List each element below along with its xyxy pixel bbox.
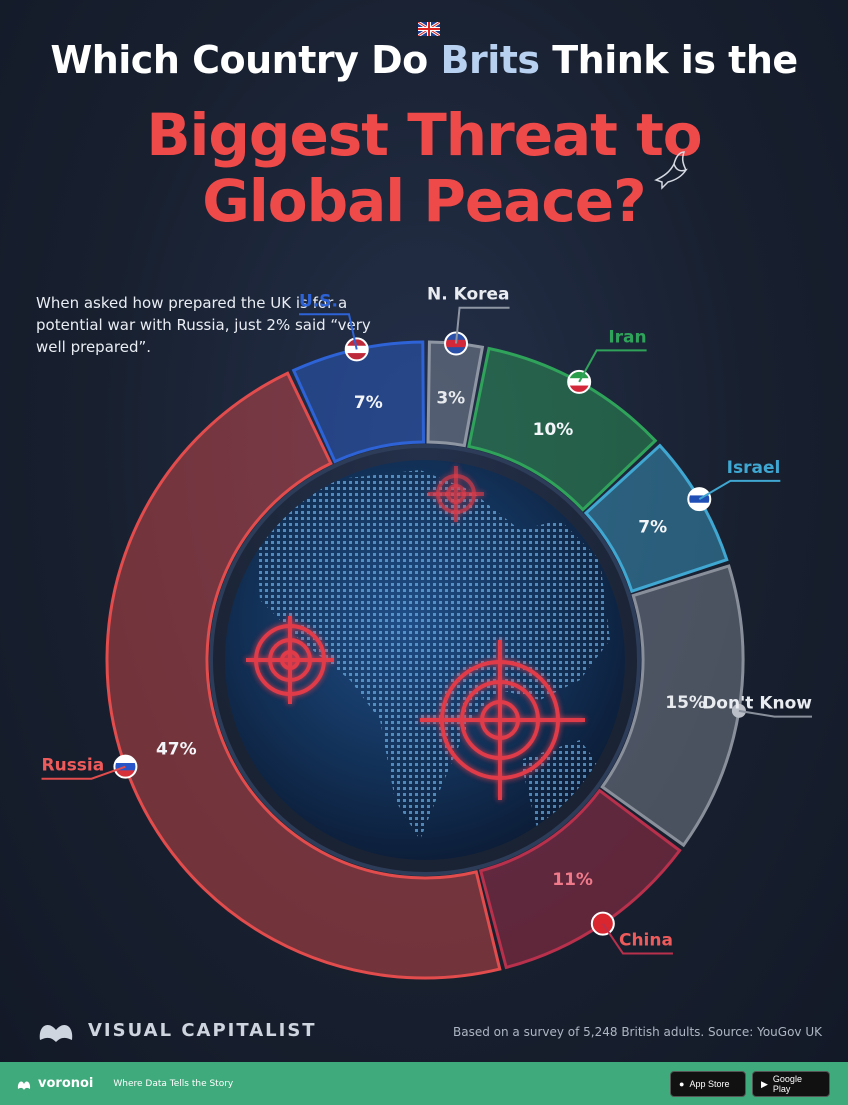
value-label-russia: 47% <box>156 740 197 760</box>
leader-line-u-s <box>298 313 358 350</box>
leader-line-russia <box>41 765 126 780</box>
flag-iran-icon <box>567 369 592 394</box>
leader-line-iran <box>578 349 647 383</box>
play-icon: ▶ <box>761 1078 768 1089</box>
title-line-2: Biggest Threat to <box>146 101 702 169</box>
visual-capitalist-brand: VISUAL CAPITALIST <box>36 1016 317 1044</box>
voronoi-brand[interactable]: voronoi <box>16 1076 93 1091</box>
title-main: Biggest Threat to Global Peace? <box>0 102 848 234</box>
app-store-label: App Store <box>689 1079 730 1089</box>
value-label-u-s: 7% <box>354 393 383 413</box>
category-label-n-korea: N. Korea <box>427 285 510 305</box>
slice-u-s <box>291 340 425 464</box>
source-note: Based on a survey of 5,248 British adult… <box>453 1025 822 1039</box>
google-play-button[interactable]: ▶ Google Play <box>752 1071 830 1097</box>
dove-icon <box>654 151 688 190</box>
leader-line-don-t-know <box>738 709 812 718</box>
slice-russia <box>105 371 502 980</box>
value-label-n-korea: 3% <box>436 388 465 408</box>
category-label-iran: Iran <box>608 327 646 347</box>
value-label-iran: 10% <box>533 420 574 440</box>
value-label-israel: 7% <box>638 517 667 537</box>
slice-don-t-know <box>600 564 745 848</box>
category-label-don-t-know: Don't Know <box>702 694 812 714</box>
title-highlight: Brits <box>440 38 541 82</box>
tagline: Where Data Tells the Story <box>113 1078 234 1089</box>
visual-capitalist-logo-icon <box>39 1025 73 1042</box>
voronoi-label: voronoi <box>38 1076 94 1091</box>
voronoi-logo-icon <box>17 1081 31 1090</box>
target-icons <box>246 466 585 800</box>
flag-israel-icon <box>687 487 712 512</box>
title-pre: Which Country Do <box>50 38 441 82</box>
category-label-u-s: U.S. <box>299 291 338 311</box>
footer-bar: voronoi Where Data Tells the Story ● App… <box>0 1062 848 1105</box>
google-play-label: Google Play <box>772 1074 802 1094</box>
apple-icon: ● <box>679 1079 685 1089</box>
category-label-china: China <box>619 930 673 950</box>
marker-don-t-know-icon <box>731 703 746 718</box>
category-label-israel: Israel <box>727 458 781 478</box>
slice-china <box>478 788 682 970</box>
slice-iran <box>467 346 658 512</box>
survey-note: When asked how prepared the UK is for a … <box>36 294 371 356</box>
flag-u-s-icon <box>344 337 369 362</box>
brand-name: VISUAL CAPITALIST <box>88 1019 317 1041</box>
slice-israel <box>583 443 729 594</box>
globe-illustration <box>209 444 641 876</box>
leader-line-n-korea <box>455 306 510 344</box>
uk-flag-icon <box>418 22 440 36</box>
leader-line-china <box>601 923 673 955</box>
value-label-china: 11% <box>552 870 593 890</box>
title-line-1: Which Country Do Brits Think is the <box>0 38 848 82</box>
title-line-3: Global Peace? <box>202 167 646 235</box>
title-post: Think is the <box>539 38 798 82</box>
value-label-don-t-know: 15% <box>665 693 706 713</box>
app-store-button[interactable]: ● App Store <box>670 1071 746 1097</box>
leader-line-israel <box>698 479 781 500</box>
category-label-russia: Russia <box>42 756 105 776</box>
